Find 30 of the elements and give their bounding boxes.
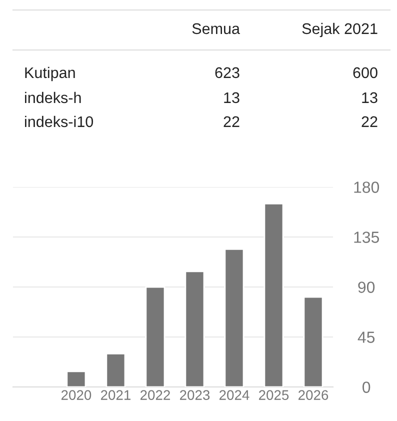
bar: [106, 352, 126, 387]
x-tick-label: 2025: [258, 390, 289, 400]
text: 22: [224, 116, 240, 127]
bar: [66, 370, 86, 387]
text: 600: [353, 67, 378, 78]
text: indeks-h: [25, 92, 81, 104]
text: 13: [362, 92, 378, 104]
y-tick-label: 45: [358, 332, 375, 343]
text: Kutipan: [25, 66, 75, 82]
x-tick-label: 2020: [61, 390, 92, 400]
y-tick-label: 90: [358, 282, 375, 293]
text: 22: [362, 116, 378, 127]
text: indeks-i10: [25, 116, 94, 128]
x-tick-label: 2022: [140, 390, 170, 400]
bar: [264, 202, 284, 387]
y-tick-label: 135: [354, 232, 379, 243]
text: Semua: [192, 23, 240, 34]
y-tick-label: 0: [362, 382, 370, 393]
bar: [184, 270, 205, 387]
text: 13: [224, 92, 240, 104]
x-tick-label: 2021: [100, 390, 130, 400]
bar: [145, 286, 166, 387]
x-tick-label: 2026: [298, 390, 328, 400]
bar: [224, 248, 244, 387]
y-tick-label: 180: [354, 182, 380, 193]
x-tick-label: 2024: [219, 390, 250, 400]
x-tick-label: 2023: [180, 390, 210, 400]
bar: [303, 296, 324, 387]
text: Sejak 2021: [302, 22, 378, 38]
text: 623: [215, 67, 240, 78]
